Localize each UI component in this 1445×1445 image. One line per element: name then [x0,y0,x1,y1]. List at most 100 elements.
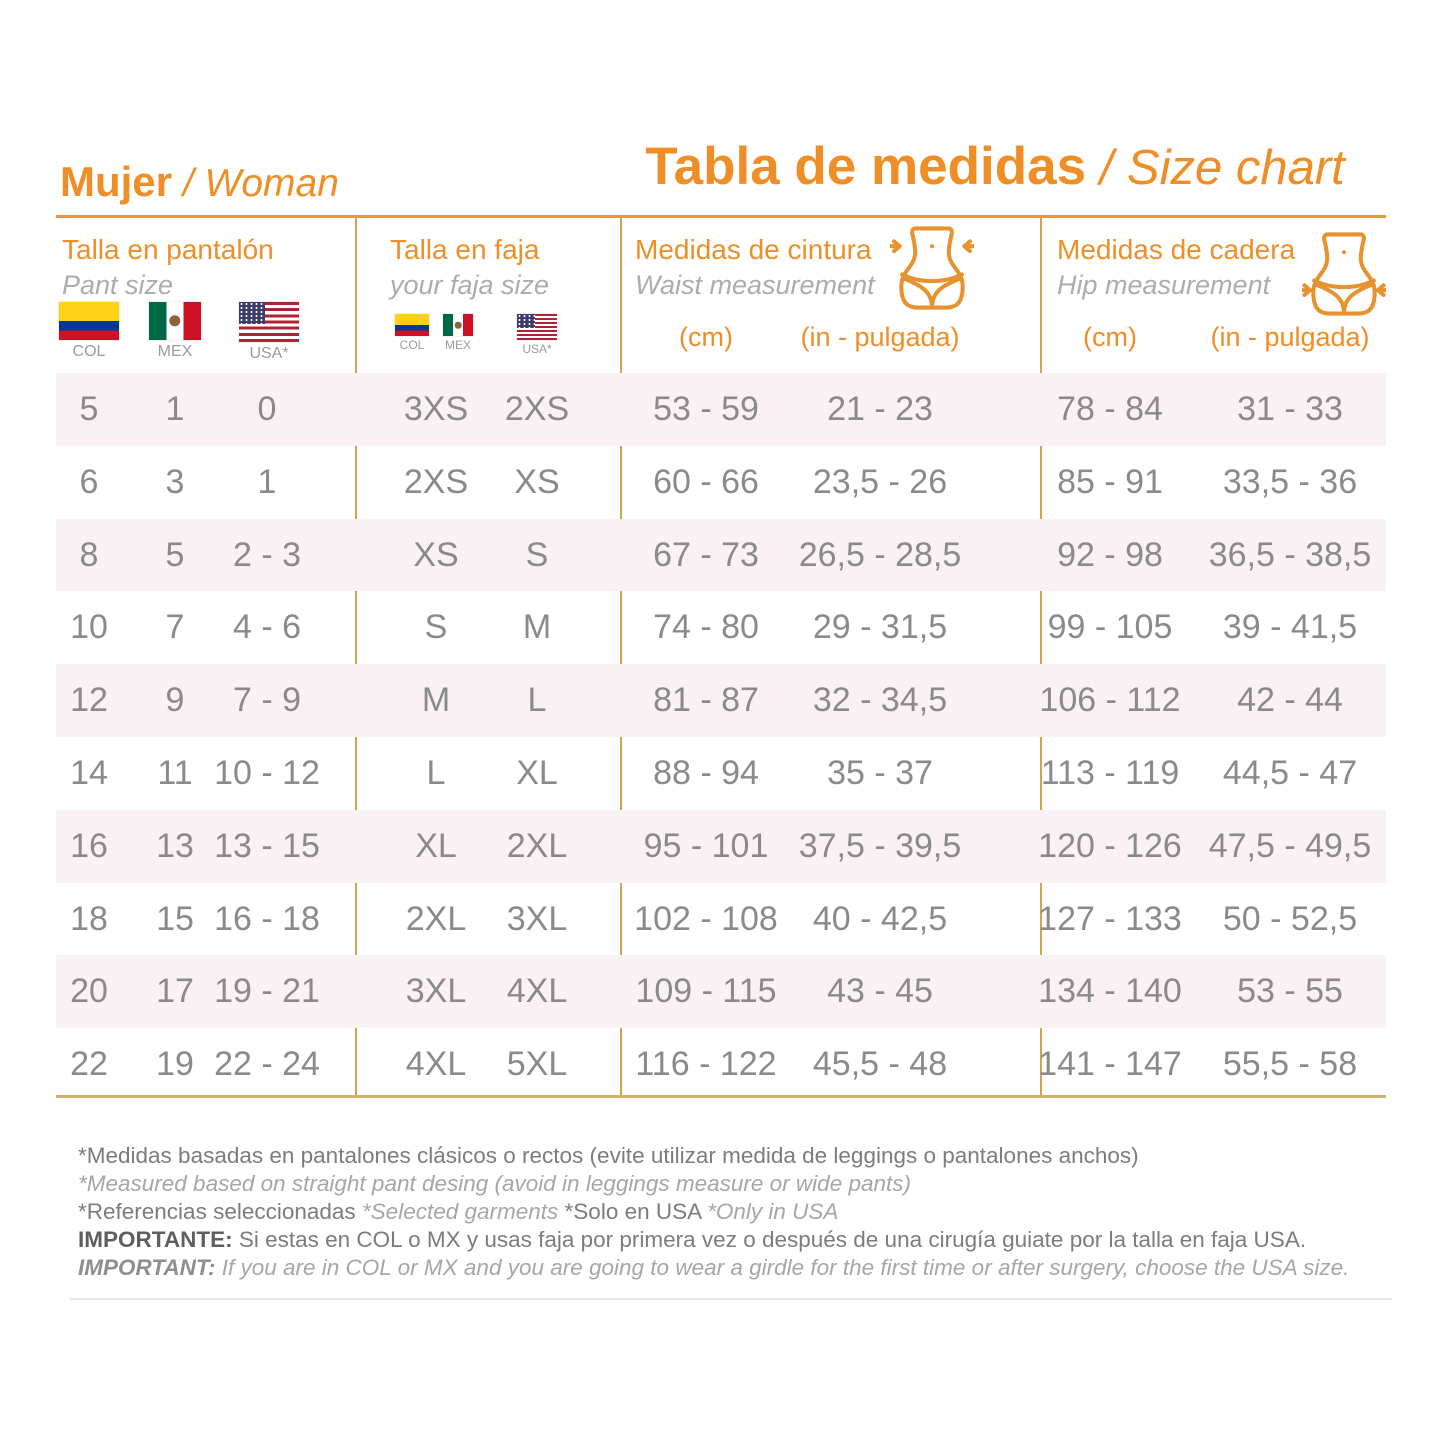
pant-mex-value: 13 [156,826,194,865]
waist-cm-value: 81 - 87 [653,681,759,720]
waist-cm-value: 74 - 80 [653,608,759,647]
mexico-flag-icon [443,314,473,336]
waist-cm-value: 88 - 94 [653,753,759,792]
waist-cm-value: 102 - 108 [634,899,778,938]
waist-cm-value: 67 - 73 [653,535,759,574]
pant-col-value: 14 [70,753,108,792]
flag-label: MEX [444,338,471,352]
pant-mex-value: 9 [165,681,185,720]
note-segment: *Measured based on straight pant desing … [78,1171,911,1196]
page-title-en: / Size chart [1086,141,1345,195]
table-row: 14 11 10 - 12 L XL 88 - 94 35 - 37 113 -… [56,737,1386,810]
waist-cm-value: 116 - 122 [635,1045,777,1084]
note-segment: *Medidas basadas en pantalones clásicos … [78,1143,1139,1168]
pant-mex-value: 11 [157,753,193,792]
pant-mex-value: 5 [165,535,185,574]
flag-label: USA* [249,345,289,362]
hip-cm-value: 141 - 147 [1038,1045,1182,1084]
pant-col-value: 5 [79,390,99,428]
table-rows: 5 1 0 3XS 2XS 53 - 59 21 - 23 78 - 84 31… [56,373,1386,1101]
faja-usa-value: 2XS [504,390,570,428]
hip-cm-value: 99 - 105 [1047,608,1173,647]
pant-usa-value: 16 - 18 [214,899,320,938]
note-segment: If you are in COL or MX and you are goin… [221,1255,1350,1280]
waist-cm-value: 60 - 66 [653,462,759,501]
note-line: IMPORTANTE: Si estas en COL o MX y usas … [78,1226,1349,1254]
page-title: Tabla de medidas / Size chart [600,136,1390,197]
waist-cm-value: 109 - 115 [635,972,777,1011]
flag-label: COL [72,343,106,360]
hip-inch-value: 42 - 44 [1237,681,1343,720]
faja-usa-value: 3XL [506,899,568,938]
hip-inch-value: 33,5 - 36 [1222,462,1358,501]
hip-inch-header: (in - pulgada) [1210,322,1370,352]
faja-colmex-value: 3XL [405,972,467,1011]
hip-inch-value: 36,5 - 38,5 [1208,535,1372,574]
colombia-flag-icon [395,314,429,336]
hip-cm-value: 113 - 119 [1040,753,1180,792]
faja-colmex-value: 2XS [403,462,469,501]
hip-cm-value: 134 - 140 [1038,972,1182,1011]
pant-size-subtitle: Pant size [62,270,174,300]
note-line: *Measured based on straight pant desing … [78,1170,1349,1198]
hip-inch-value: 53 - 55 [1237,972,1343,1011]
hip-inch-value: 55,5 - 58 [1222,1045,1358,1084]
pant-usa-value: 7 - 9 [232,681,302,720]
pant-usa-value: 22 - 24 [214,1045,320,1084]
waist-cm-value: 53 - 59 [653,390,759,428]
mexico-flag-icon [149,302,201,340]
table-row: 5 1 0 3XS 2XS 53 - 59 21 - 23 78 - 84 31… [56,373,1386,446]
waist-inch-value: 32 - 34,5 [812,681,948,720]
pant-usa-value: 13 - 15 [214,826,320,865]
waist-subtitle: Waist measurement [635,270,875,300]
faja-size-subtitle: your faja size [390,270,550,300]
table-row: 8 5 2 - 3 XS S 67 - 73 26,5 - 28,5 92 - … [56,518,1386,592]
column-divider [620,218,622,1095]
waist-title: Medidas de cintura [635,234,872,265]
faja-colmex-value: M [421,681,451,720]
pant-usa-value: 10 - 12 [214,753,320,792]
hip-subtitle: Hip measurement [1057,270,1271,300]
pant-col-value: 8 [79,535,99,574]
hip-inch-value: 44,5 - 47 [1222,753,1358,792]
bottom-divider [70,1298,1392,1300]
waist-inch-value: 23,5 - 26 [812,462,948,501]
pant-usa-value: 1 [257,462,277,501]
note-segment: *Only in USA [707,1199,839,1224]
pant-mex-value: 15 [156,899,194,938]
pant-usa-value: 4 - 6 [232,608,302,647]
table-row: 6 3 1 2XS XS 60 - 66 23,5 - 26 85 - 91 3… [56,446,1386,519]
note-line: *Referencias seleccionadas *Selected gar… [78,1198,1349,1226]
pant-usa-value: 0 [257,390,277,428]
hip-cm-value: 85 - 91 [1057,462,1163,501]
faja-colmex-value: 2XL [405,899,467,938]
note-segment: IMPORTANTE: [78,1227,239,1252]
note-segment: *Referencias seleccionadas [78,1199,362,1224]
note-line: *Medidas basadas en pantalones clásicos … [78,1142,1349,1170]
section-title-woman: Mujer / Woman [60,158,339,206]
faja-usa-value: M [522,608,552,647]
pant-mex-value: 17 [156,972,194,1011]
note-segment: Si estas en COL o MX y usas faja por pri… [238,1227,1307,1252]
usa-flag-icon [239,302,299,342]
hip-cm-value: 106 - 112 [1039,681,1181,720]
flag-label: MEX [157,343,193,360]
notes: *Medidas basadas en pantalones clásicos … [78,1142,1349,1282]
column-divider [1040,218,1042,1095]
waist-inch-value: 35 - 37 [827,753,933,792]
faja-usa-value: XL [516,753,558,792]
pant-mex-value: 19 [156,1045,194,1084]
pant-usa-value: 2 - 3 [232,535,302,574]
hip-cm-value: 92 - 98 [1057,535,1163,574]
section-title-woman-en: / Woman [172,162,339,205]
hip-title: Medidas de cadera [1057,234,1296,265]
hip-cm-value: 120 - 126 [1038,826,1182,865]
faja-colmex-value: 3XS [403,390,469,428]
faja-usa-value: XS [514,462,560,501]
flag-label: COL [399,338,425,352]
pant-mex-value: 3 [165,462,185,501]
faja-colmex-value: L [426,753,446,792]
waist-measure-icon [888,224,976,317]
pant-flag-usa: USA* [224,302,314,363]
